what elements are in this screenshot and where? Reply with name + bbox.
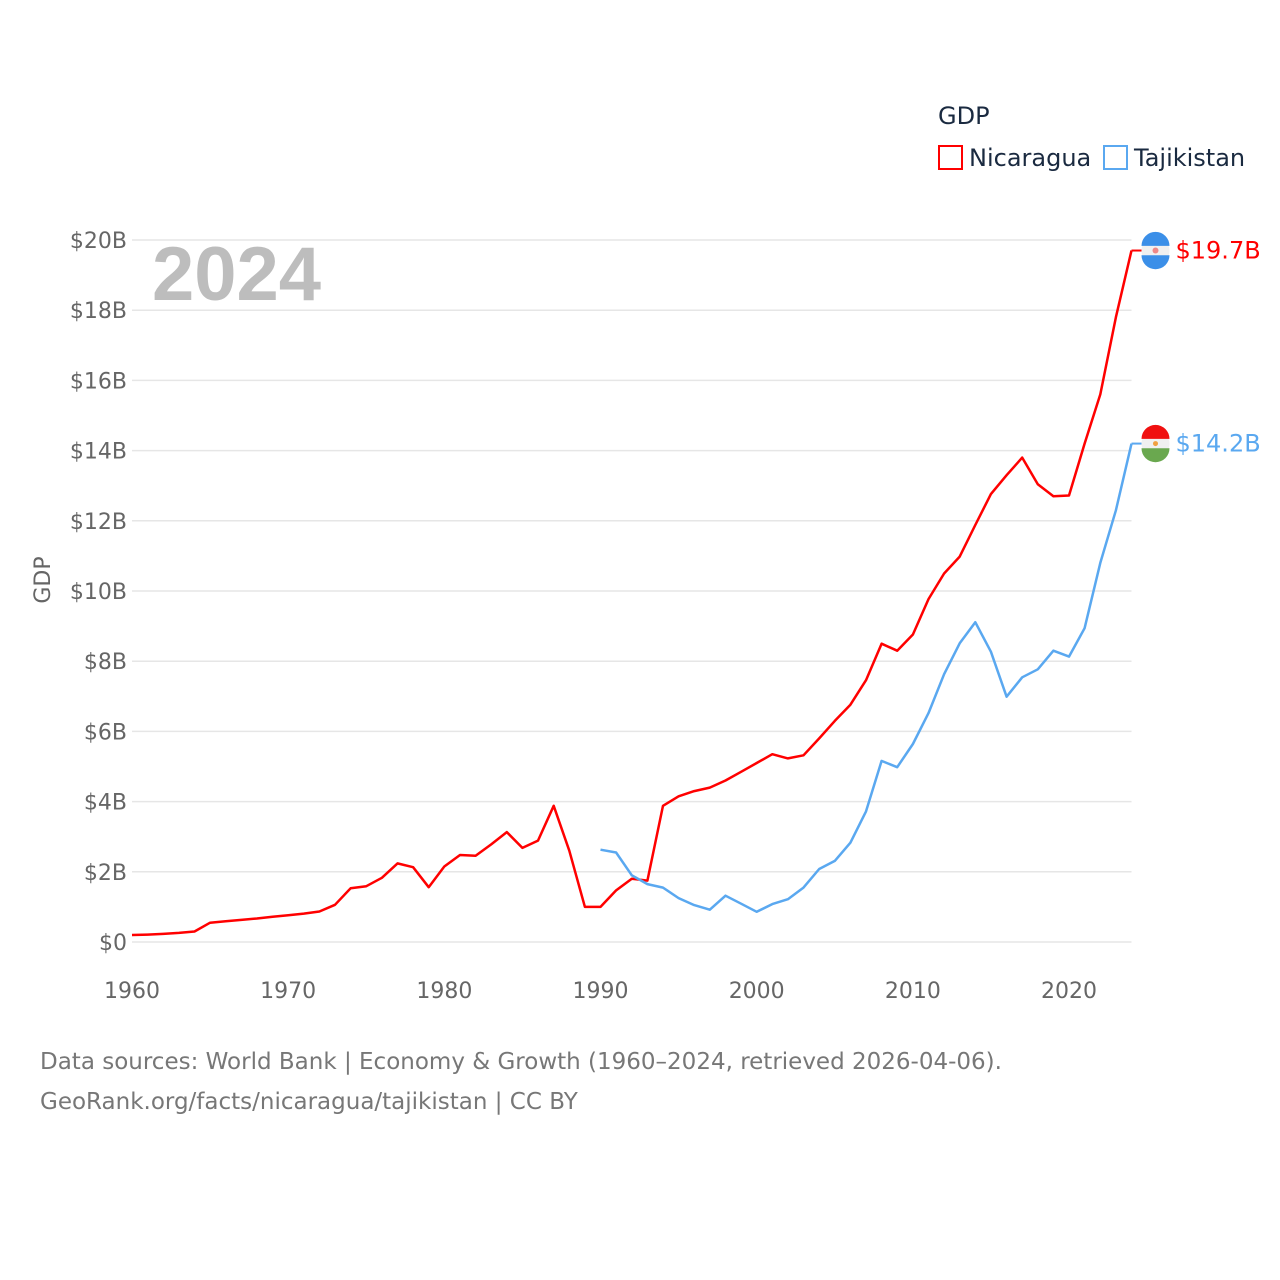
- y-tick-label: $20B: [70, 229, 127, 254]
- y-tick-label: $2B: [84, 861, 127, 886]
- legend-swatch: [938, 145, 963, 170]
- gdp-line-chart: $0 $2B $4B $6B $8B $10B $12B $14B $16B $18B $20B 2…: [31, 102, 1261, 1004]
- legend-swatch: [1103, 145, 1128, 170]
- x-tick-label: 1960: [104, 979, 160, 1004]
- series-tajikistan: $14.2B: [600, 424, 1261, 914]
- x-tick-label: 2010: [885, 979, 941, 1004]
- y-tick-label: $14B: [70, 440, 127, 465]
- attribution-line[interactable]: GeoRank.org/facts/nicaragua/tajikistan |…: [40, 1089, 578, 1115]
- y-tick-label: $8B: [84, 650, 127, 675]
- legend: GDP Nicaragua Tajikistan: [938, 102, 1245, 172]
- y-tick-label: $0: [99, 931, 127, 956]
- series-line: [131, 250, 1133, 937]
- flag-stripe: [1141, 424, 1170, 439]
- source-line: Data sources: World Bank | Economy & Gro…: [40, 1049, 1002, 1075]
- y-tick-label: $16B: [70, 369, 127, 394]
- y-axis-label: GDP: [31, 556, 56, 603]
- flag-stripe: [1141, 448, 1170, 463]
- y-tick-label: $12B: [70, 510, 127, 535]
- legend-title: GDP: [938, 102, 990, 130]
- x-tick-label: 2000: [729, 979, 785, 1004]
- flag-stripe: [1141, 255, 1170, 270]
- y-tick-label: $6B: [84, 720, 127, 745]
- year-watermark: 2024: [152, 232, 321, 317]
- series-line: [600, 443, 1133, 914]
- x-tick-label: 1970: [260, 979, 316, 1004]
- end-value-label: $19.7B: [1176, 237, 1261, 265]
- tajikistan-flag-icon: [1141, 424, 1170, 463]
- x-tick-label: 1980: [416, 979, 472, 1004]
- data-source-footer: Data sources: World Bank | Economy & Gro…: [40, 1042, 1002, 1122]
- y-tick-label: $10B: [70, 580, 127, 605]
- y-tick-label: $4B: [84, 791, 127, 816]
- nicaragua-flag-icon: [1141, 231, 1170, 270]
- flag-emblem: [1153, 441, 1158, 447]
- legend-item-tajikistan: Tajikistan: [1133, 144, 1245, 172]
- flag-emblem: [1152, 247, 1159, 254]
- series-nicaragua: $19.7B: [131, 231, 1261, 937]
- legend-item-nicaragua: Nicaragua: [969, 144, 1091, 172]
- y-tick-label: $18B: [70, 299, 127, 324]
- x-tick-label: 2020: [1041, 979, 1097, 1004]
- x-tick-label: 1990: [573, 979, 629, 1004]
- end-value-label: $14.2B: [1176, 430, 1261, 458]
- flag-stripe: [1141, 231, 1170, 246]
